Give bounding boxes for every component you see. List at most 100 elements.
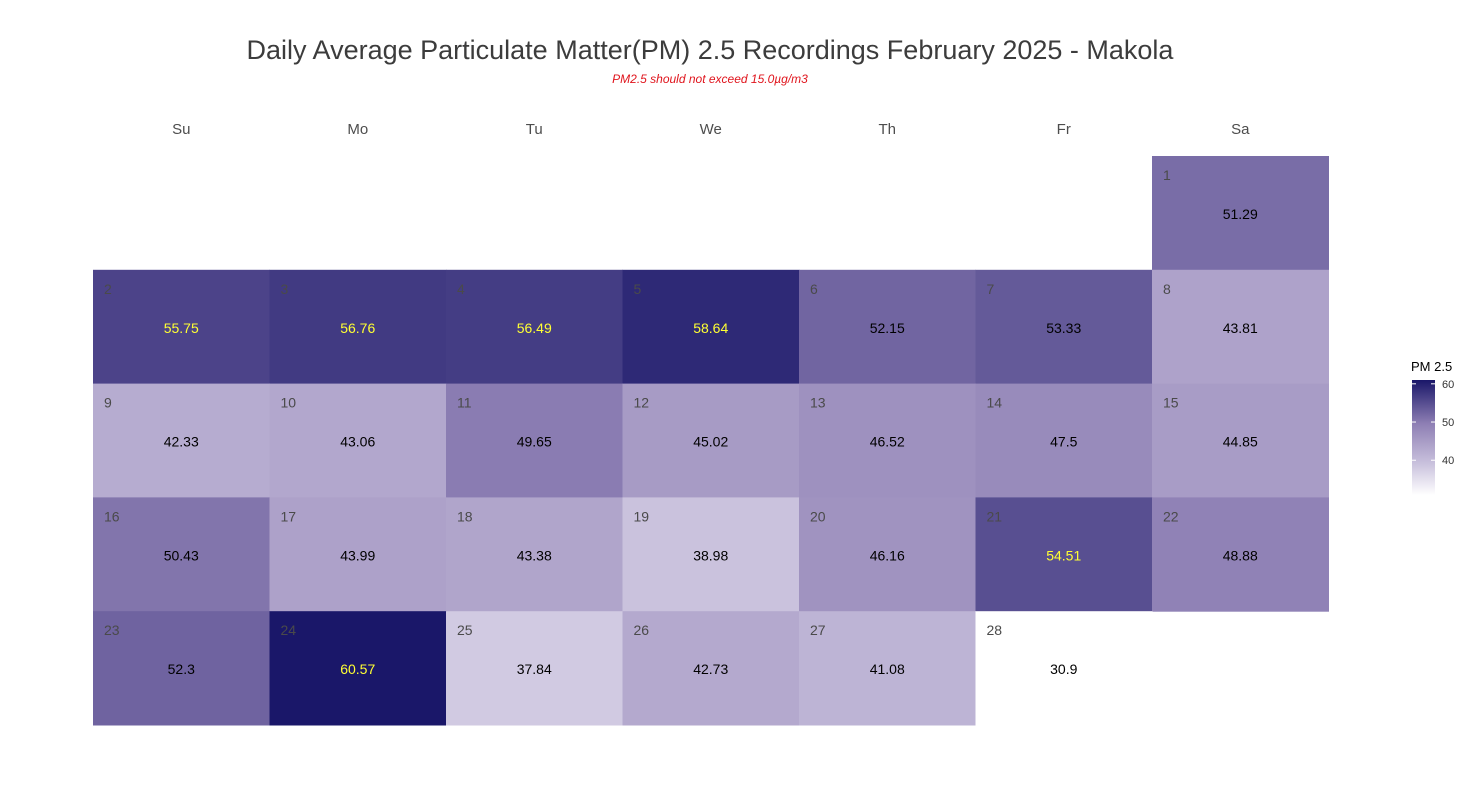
day-cell-fill: [446, 269, 623, 385]
day-value-label: 58.64: [693, 320, 728, 336]
day-number: 25: [457, 622, 473, 638]
day-number: 18: [457, 508, 473, 524]
day-cell: 13 46.52: [799, 383, 976, 498]
legend-ticks: 60 50 40: [1412, 379, 1454, 467]
day-value-label: 52.3: [168, 661, 195, 677]
day-cell-fill: [975, 497, 1153, 612]
day-cell: 652.15: [799, 269, 976, 385]
day-cell: 17 43.99: [269, 497, 447, 612]
day-number: 11: [457, 395, 472, 411]
day-number: 3: [281, 281, 289, 297]
day-cell: 26 42.73: [622, 611, 800, 726]
day-value-label: 55.75: [164, 320, 199, 336]
day-cell-fill: [799, 611, 976, 726]
day-value-label: 42.73: [693, 661, 728, 677]
legend-tick-label: 50: [1442, 417, 1454, 429]
day-value-label: 43.06: [340, 434, 375, 450]
day-cell-fill: [622, 497, 800, 612]
day-cell: 356.76: [269, 269, 447, 385]
day-cell: 11 49.65: [446, 383, 623, 498]
day-cell-fill: [799, 269, 976, 385]
day-cell-fill: [1152, 156, 1329, 271]
day-cell: 942.33: [93, 383, 270, 498]
day-cell: 18 43.38: [446, 497, 623, 612]
day-cell-fill: [446, 383, 623, 498]
weekday-header: Su Mo Tu We Th Fr Sa: [172, 121, 1250, 138]
day-number: 17: [281, 508, 297, 524]
day-number: 2: [104, 281, 112, 297]
weekday-label: Tu: [526, 121, 543, 138]
day-cell-fill: [93, 383, 270, 498]
day-value-label: 43.99: [340, 547, 375, 563]
calendar-grid: 151.29255.75356.76456.49558.64652.15753.…: [93, 156, 1329, 726]
day-cell: 19 38.98: [622, 497, 800, 612]
day-cell: 21 54.51: [975, 497, 1153, 612]
day-number: 13: [810, 395, 826, 411]
day-value-label: 52.15: [870, 320, 905, 336]
day-cell: 456.49: [446, 269, 623, 385]
day-value-label: 50.43: [164, 547, 199, 563]
day-value-label: 49.65: [517, 434, 552, 450]
day-cell: 24 60.57: [269, 611, 447, 726]
day-number: 15: [1163, 395, 1179, 411]
day-value-label: 53.33: [1046, 320, 1081, 336]
legend-tick-label: 60: [1442, 379, 1454, 391]
day-cell: 23 52.3: [93, 611, 270, 726]
day-cell-fill: [269, 497, 447, 612]
day-value-label: 60.57: [340, 661, 375, 677]
day-cell: 28 30.9: [975, 611, 1153, 726]
day-number: 5: [634, 281, 642, 297]
day-cell-fill: [93, 497, 270, 612]
day-number: 26: [634, 622, 650, 638]
day-cell-fill: [975, 383, 1153, 498]
day-value-label: 41.08: [870, 661, 905, 677]
day-cell: 10 43.06: [269, 383, 447, 498]
day-cell-fill: [622, 383, 800, 498]
color-legend: PM 2.5 60 50 40: [1411, 359, 1454, 495]
day-value-label: 38.98: [693, 547, 728, 563]
day-cell: 22 48.88: [1152, 497, 1329, 612]
day-cell-fill: [269, 383, 447, 498]
day-number: 16: [104, 508, 120, 524]
day-cell-fill: [1152, 269, 1329, 385]
day-cell: 14 47.5: [975, 383, 1153, 498]
day-number: 22: [1163, 508, 1179, 524]
day-value-label: 42.33: [164, 434, 199, 450]
day-value-label: 51.29: [1223, 206, 1258, 222]
day-value-label: 46.52: [870, 434, 905, 450]
day-cell: 12 45.02: [622, 383, 800, 498]
day-value-label: 56.49: [517, 320, 552, 336]
day-number: 23: [104, 622, 120, 638]
day-number: 24: [281, 622, 297, 638]
day-number: 19: [634, 508, 650, 524]
day-number: 4: [457, 281, 465, 297]
day-cell-fill: [269, 611, 447, 726]
day-cell: 255.75: [93, 269, 270, 385]
day-number: 12: [634, 395, 650, 411]
weekday-label: Su: [172, 121, 190, 138]
day-cell: 16 50.43: [93, 497, 270, 612]
day-number: 9: [104, 395, 112, 411]
chart-subtitle: PM2.5 should not exceed 15.0µg/m3: [612, 72, 808, 86]
day-value-label: 45.02: [693, 434, 728, 450]
day-cell-fill: [622, 269, 800, 385]
day-number: 1: [1163, 167, 1171, 183]
day-number: 21: [987, 508, 1003, 524]
day-value-label: 44.85: [1223, 434, 1258, 450]
day-value-label: 56.76: [340, 320, 375, 336]
weekday-label: Sa: [1231, 121, 1250, 138]
day-cell: 15 44.85: [1152, 383, 1329, 498]
legend-tick-label: 40: [1442, 455, 1454, 467]
day-cell: 27 41.08: [799, 611, 976, 726]
day-number: 6: [810, 281, 818, 297]
weekday-label: Fr: [1057, 121, 1071, 138]
day-number: 27: [810, 622, 826, 638]
day-value-label: 46.16: [870, 547, 905, 563]
day-cell-fill: [799, 497, 976, 612]
day-cell-fill: [446, 611, 623, 726]
day-number: 10: [281, 395, 297, 411]
chart-title: Daily Average Particulate Matter(PM) 2.5…: [247, 35, 1175, 65]
day-cell: 558.64: [622, 269, 800, 385]
day-cell: 151.29: [1152, 156, 1329, 271]
